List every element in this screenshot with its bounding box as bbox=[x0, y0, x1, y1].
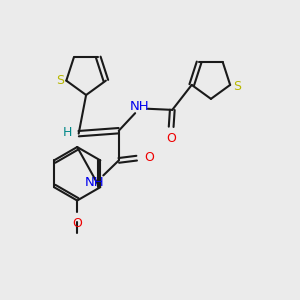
Text: O: O bbox=[144, 151, 154, 164]
Text: NH: NH bbox=[130, 100, 149, 113]
Text: NH: NH bbox=[85, 176, 105, 190]
Text: S: S bbox=[233, 80, 241, 93]
Text: S: S bbox=[56, 74, 64, 87]
Text: O: O bbox=[72, 217, 82, 230]
Text: H: H bbox=[63, 126, 72, 139]
Text: O: O bbox=[166, 132, 176, 145]
